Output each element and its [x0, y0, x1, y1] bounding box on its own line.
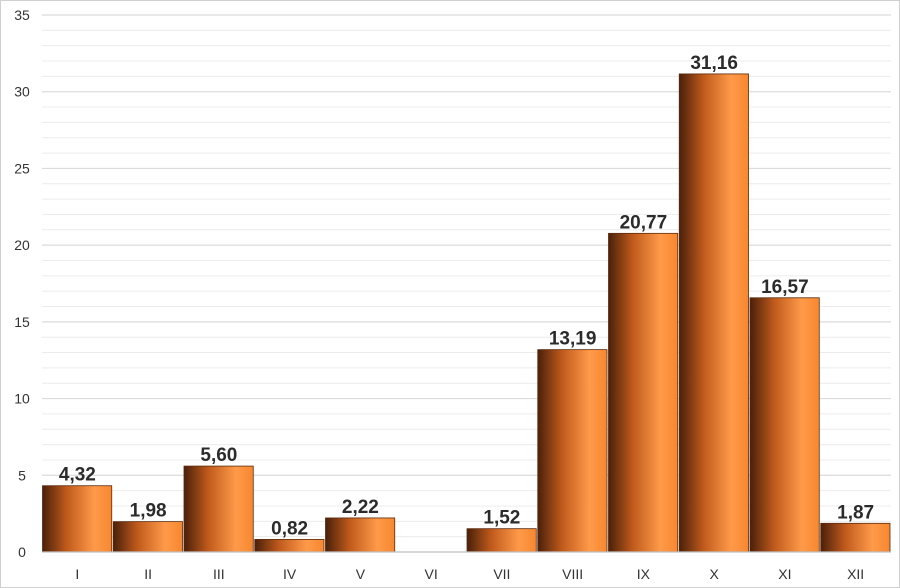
y-tick-label: 15: [14, 314, 30, 330]
x-tick-label-VIII: VIII: [562, 566, 583, 582]
y-tick-label: 5: [18, 467, 26, 483]
data-label-VII: 1,52: [483, 508, 520, 529]
gridlines: [42, 14, 891, 538]
data-label-II: 1,98: [130, 501, 167, 522]
y-axis-ticks: 0 5 10 15 20 25 30 35: [14, 7, 30, 560]
bars: [42, 73, 891, 553]
y-tick-label: 30: [14, 84, 30, 100]
data-label-V: 2,22: [342, 497, 379, 518]
x-tick-label-V: V: [356, 566, 366, 582]
bar-VII: [466, 528, 537, 553]
bar-XII: [820, 522, 891, 553]
y-tick-label: 10: [14, 391, 30, 407]
x-tick-label-XI: XI: [778, 566, 791, 582]
bar-I: [42, 485, 113, 553]
data-label-IX: 20,77: [620, 212, 668, 233]
data-label-I: 4,32: [59, 465, 96, 486]
x-tick-label-X: X: [709, 566, 719, 582]
x-tick-label-VII: VII: [493, 566, 510, 582]
bar-IX: [608, 232, 679, 553]
x-tick-label-I: I: [75, 566, 79, 582]
data-label-XI: 16,57: [761, 277, 809, 298]
bar-III: [183, 465, 254, 553]
y-tick-label: 0: [18, 544, 26, 560]
y-tick-label: 35: [14, 7, 30, 23]
x-tick-label-IX: IX: [637, 566, 651, 582]
bar-XI: [749, 297, 820, 553]
bar-VIII: [537, 349, 608, 553]
data-label-XII: 1,87: [837, 502, 874, 523]
bar-II: [112, 521, 183, 553]
y-tick-label: 20: [14, 237, 30, 253]
x-tick-label-II: II: [144, 566, 152, 582]
x-axis-ticks: I II III IV V VI VII VIII IX X XI XII: [75, 566, 864, 582]
x-tick-label-III: III: [213, 566, 225, 582]
bar-IV: [254, 539, 325, 553]
x-tick-label-VI: VI: [425, 566, 438, 582]
data-label-X: 31,16: [690, 53, 738, 74]
data-label-IV: 0,82: [271, 518, 308, 539]
bar-V: [325, 517, 396, 553]
bar-X: [678, 73, 749, 553]
data-label-III: 5,60: [200, 445, 237, 466]
x-tick-label-XII: XII: [847, 566, 864, 582]
data-label-VIII: 13,19: [549, 329, 597, 350]
y-tick-label: 25: [14, 160, 30, 176]
x-tick-label-IV: IV: [283, 566, 297, 582]
data-labels: 4,32 1,98 5,60 0,82 2,22 1,52 13,19 20,77 31,16 1…: [59, 53, 874, 540]
